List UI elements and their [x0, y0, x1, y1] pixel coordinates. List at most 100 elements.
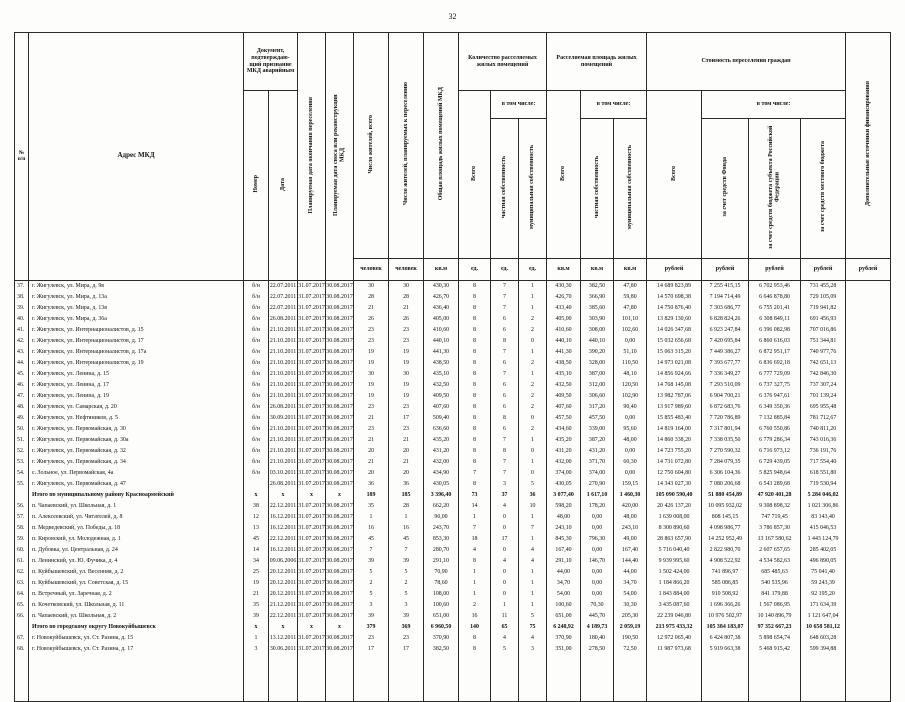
cell: 6 872 951,17 [748, 346, 802, 358]
cell: 19 [388, 379, 425, 391]
cell: 23 [353, 401, 390, 413]
table-row: 66. п. Чапаевский, ул. Школьная, д. 2 39 22… [14, 610, 892, 622]
cell: 409,50 [546, 390, 582, 402]
cell: 30.08.2017 [325, 467, 355, 479]
cell: 49. [14, 412, 29, 424]
cell: 40. [14, 313, 29, 325]
cell: 1 [518, 533, 548, 545]
cell: 8 [458, 302, 492, 314]
cell: х [325, 489, 355, 501]
cell: 291,10 [546, 555, 582, 567]
cell: 38. [14, 291, 29, 303]
cell: 0,00 [613, 467, 648, 479]
address-cell: г. Жигулевск, ул. Мира, д. 13а [28, 291, 244, 303]
cell: 8 [458, 412, 492, 424]
cell: 30.08.2017 [325, 346, 355, 358]
cell [845, 346, 892, 358]
cell: 6 349 350,36 [748, 401, 802, 413]
cell: 30.08.2017 [325, 478, 355, 490]
header-units-group: Количество расселяемых жилых помещений [458, 32, 548, 91]
cell: 31.07.2017 [297, 313, 327, 325]
table-row: 68. г. Новокуйбышевск, ул. Ст. Разина, д.… [14, 643, 892, 655]
resettlement-table: № п/п Адрес МКД Документ, подтверждаю- щ… [14, 32, 892, 702]
cell: 44. [14, 357, 29, 369]
cell: 743 016,36 [800, 434, 847, 446]
cell: 140 [458, 621, 492, 633]
cell: 8 [458, 555, 492, 567]
cell: 1 [518, 280, 548, 292]
cell: 2 [518, 324, 548, 336]
cell: 0 [490, 588, 520, 600]
cell: 15 855 483,40 [646, 412, 703, 424]
cell: 1 [458, 577, 492, 589]
address-cell: п. Кировский, ул. Молодежная, д. 1 [28, 533, 244, 545]
cell: 8 [490, 445, 520, 457]
cell: 30.08.2017 [325, 522, 355, 534]
cell: 11 987 973,68 [646, 643, 703, 655]
cell: б/н [243, 280, 269, 292]
header-doc-date: Дата [267, 90, 299, 281]
cell: 0,00 [580, 588, 615, 600]
cell: 2 [518, 357, 548, 369]
cell: 308,00 [580, 324, 615, 336]
cell: 7 [458, 522, 492, 534]
cell: 618 551,80 [800, 467, 847, 479]
cell: 5 468 915,42 [748, 643, 802, 655]
cell: 44,00 [613, 566, 648, 578]
total-label: Итого по муниципальному району Красноарм… [28, 489, 244, 501]
table-row: 39. г. Жигулевск, ул. Мира, д. 13в б/н 22.0… [14, 302, 892, 314]
cell: б/н [243, 390, 269, 402]
unit-label: человек [353, 257, 390, 281]
cell: 6 248,92 [546, 621, 582, 633]
address-cell: г. Новокуйбышевск, ул. Ст. Разина, д. 17 [28, 643, 244, 655]
cell: 7 336 349,27 [701, 368, 750, 380]
cell [845, 489, 892, 501]
cell: 31.07.2017 [297, 302, 327, 314]
cell: 17 [353, 643, 390, 655]
cell: 66. [14, 610, 29, 622]
cell: 65. [14, 599, 29, 611]
cell: 5 [518, 478, 548, 490]
cell: 90,00 [423, 511, 460, 523]
cell: 8 [458, 643, 492, 655]
unit-label: кв.м [546, 257, 582, 281]
units-row: человек человек кв.м ед. ед. ед. кв.м кв… [15, 257, 892, 281]
cell: 22.12.2011 [267, 533, 299, 545]
cell: 37 [490, 489, 520, 501]
cell: 7 [388, 544, 425, 556]
cell: 49,00 [613, 533, 648, 545]
cell: 23 [388, 423, 425, 435]
cell: 14 689 823,89 [646, 280, 703, 292]
cell: 31.07.2017 [297, 456, 327, 468]
cell: 22.07.2011 [267, 291, 299, 303]
cell: б/н [243, 291, 269, 303]
cell [845, 511, 892, 523]
empty-cell [490, 654, 520, 702]
cell: 48,00 [546, 511, 582, 523]
cell: 1 [518, 434, 548, 446]
cell: 4 [490, 632, 520, 644]
cell: 662,20 [423, 500, 460, 512]
cell: 2 [458, 599, 492, 611]
cell: 30.08.2017 [325, 511, 355, 523]
cell [845, 500, 892, 512]
cell: 312,00 [580, 379, 615, 391]
cell: 14 026 347,68 [646, 324, 703, 336]
cell: 30.08.2017 [325, 555, 355, 567]
cell: х [243, 621, 269, 633]
cell: 21 [353, 434, 390, 446]
cell: 390,20 [580, 346, 615, 358]
cell [845, 467, 892, 479]
cell: 45. [14, 368, 29, 380]
cell: 374,00 [580, 467, 615, 479]
cell: 1 [518, 599, 548, 611]
cell: 440,10 [546, 335, 582, 347]
cell: 30.08.2017 [325, 643, 355, 655]
address-cell: п. Куйбышевский, ул. Весенняя, д. 2 [28, 566, 244, 578]
cell: 1 [243, 632, 269, 644]
cell: б/н [243, 412, 269, 424]
cell: 70,30 [580, 599, 615, 611]
cell: 21.10.2011 [267, 346, 299, 358]
cell: 432,50 [423, 379, 460, 391]
cell: 7 [458, 467, 492, 479]
